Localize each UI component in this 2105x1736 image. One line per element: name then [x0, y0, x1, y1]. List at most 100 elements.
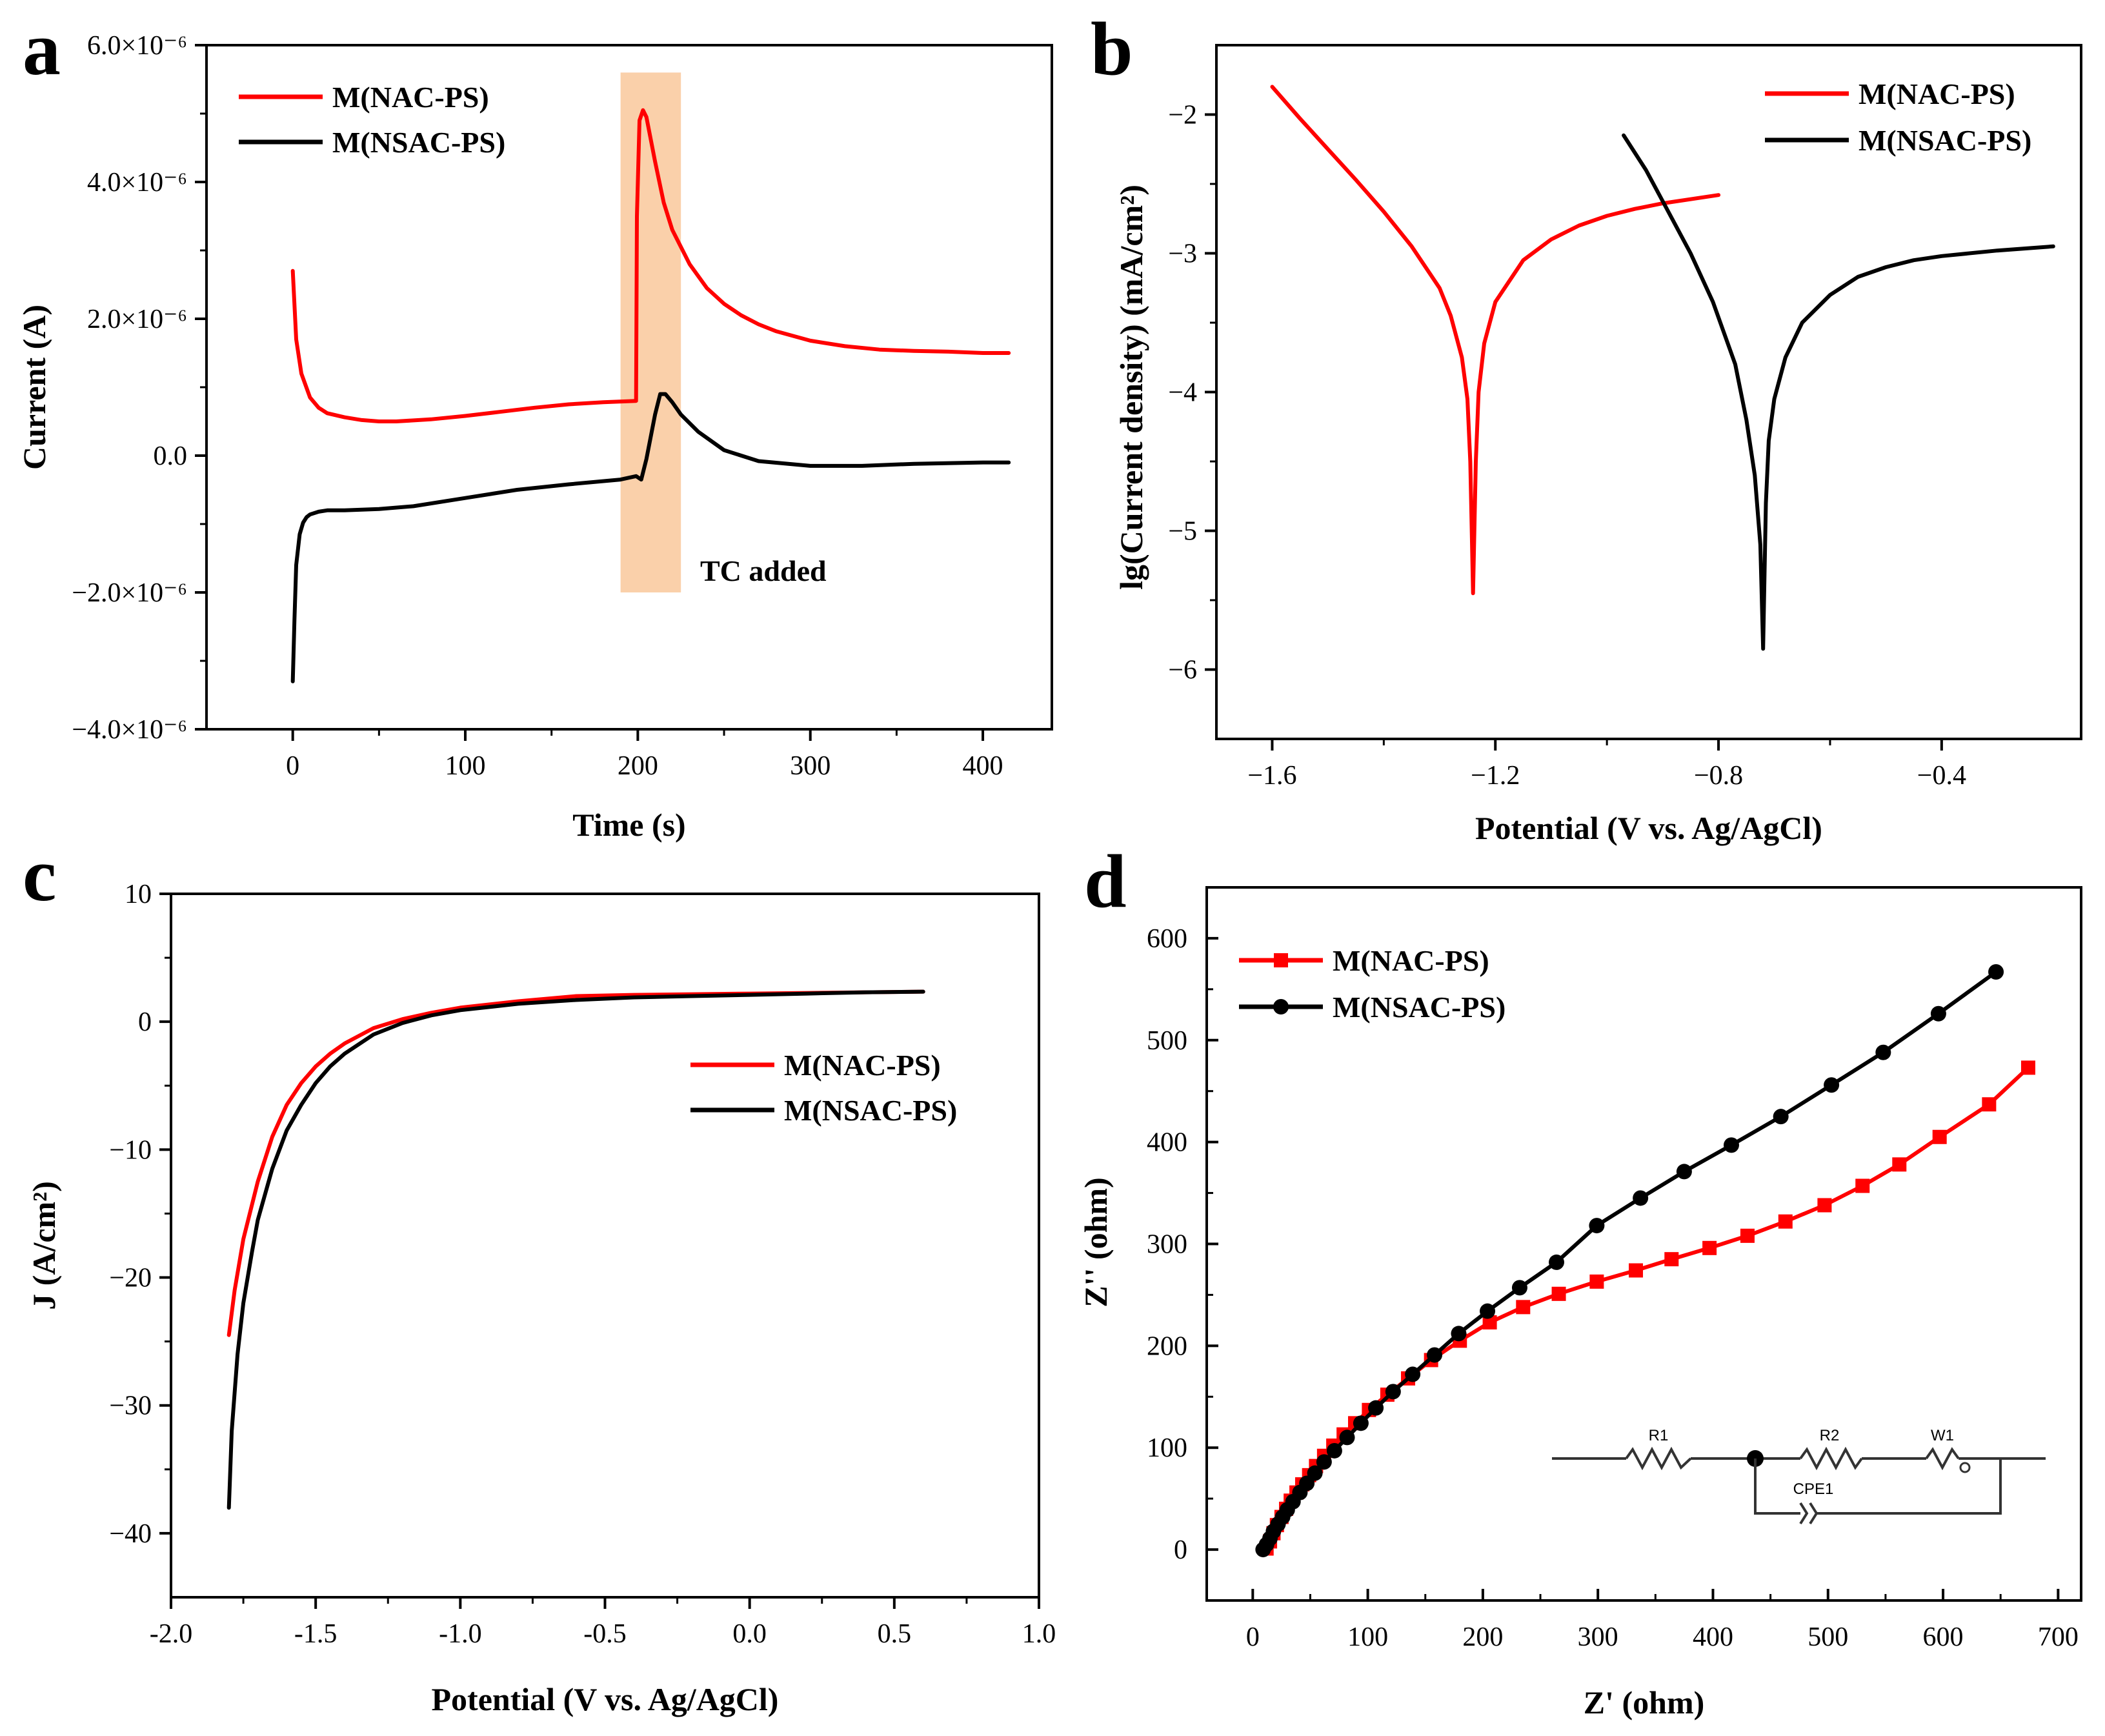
data-point-circle [1633, 1190, 1649, 1206]
y-tick-label: 0 [138, 1007, 152, 1037]
x-axis-label: Z' (ohm) [1584, 1684, 1705, 1721]
series-line-0 [1264, 1065, 2030, 1551]
y-tick-label: 600 [1147, 924, 1187, 954]
y-tick-label: −2.0×10⁻⁶ [72, 578, 187, 608]
y-axis-label: Current (A) [16, 305, 52, 470]
data-point-square [1516, 1300, 1531, 1315]
y-tick-label: −2 [1168, 101, 1197, 130]
series-line-1 [1622, 133, 2055, 651]
data-point-circle [1549, 1254, 1564, 1270]
data-point-square [2020, 1060, 2035, 1075]
x-tick-label: 0.0 [732, 1619, 767, 1649]
panel-label-b: b [1091, 6, 1133, 91]
y-axis-label: lg(Current density) (mA/cm²) [1113, 185, 1149, 590]
x-tick-label: 400 [1693, 1622, 1733, 1652]
x-tick-label: −0.8 [1694, 761, 1743, 791]
y-tick-label: −4.0×10⁻⁶ [72, 715, 187, 745]
circuit-wire [1754, 1458, 1800, 1515]
data-point-square [1551, 1286, 1566, 1301]
legend-label: M(NAC-PS) [332, 81, 489, 114]
y-axis-label: J (A/cm²) [26, 1181, 62, 1310]
y-tick-label: −20 [109, 1264, 152, 1293]
y-axis-label: Z'' (ohm) [1078, 1177, 1114, 1307]
x-tick-label: 600 [1923, 1622, 1964, 1652]
data-point-circle [1480, 1303, 1496, 1319]
x-axis-label: Potential (V vs. Ag/AgCl) [1475, 810, 1822, 846]
data-point-circle [1511, 1280, 1527, 1296]
x-tick-label: −1.6 [1247, 761, 1296, 791]
data-point-square [1589, 1274, 1604, 1289]
series-line-0 [1270, 85, 1721, 596]
highlight-band [620, 72, 681, 592]
x-tick-label: 400 [963, 751, 1003, 781]
data-point-circle [1427, 1347, 1443, 1363]
data-point-square [1702, 1240, 1717, 1255]
resistor-r2-icon [1799, 1446, 1863, 1471]
data-point-circle [1405, 1366, 1421, 1382]
circuit-label: CPE1 [1793, 1480, 1834, 1498]
x-tick-label: 0 [1246, 1622, 1260, 1652]
data-point-circle [1353, 1415, 1369, 1431]
x-tick-label: 1.0 [1022, 1619, 1056, 1649]
data-point-circle [1339, 1429, 1355, 1446]
data-point-circle [1385, 1384, 1401, 1400]
data-point-circle [1930, 1005, 1946, 1022]
data-point-square [1778, 1214, 1793, 1229]
data-point-square [1740, 1228, 1755, 1243]
x-tick-label: 200 [1462, 1622, 1503, 1652]
x-tick-label: -1.5 [294, 1619, 337, 1649]
data-point-circle [1451, 1326, 1467, 1342]
y-tick-label: 4.0×10⁻⁶ [87, 168, 187, 197]
y-tick-label: −3 [1168, 239, 1197, 269]
x-tick-label: 700 [2038, 1622, 2079, 1652]
panel-label-d: d [1084, 839, 1127, 924]
x-tick-label: −0.4 [1917, 761, 1966, 791]
x-tick-label: 100 [1347, 1622, 1388, 1652]
data-point-square [1855, 1178, 1870, 1193]
panel-a-chart: 0 100 200 300 400 −4.0×10⁻⁶ −2.0×10⁻⁶ 0.0 2.0×10… [16, 31, 1053, 843]
data-point-square [1932, 1129, 1947, 1144]
y-tick-label: 300 [1147, 1230, 1187, 1260]
x-tick-label: 500 [1808, 1622, 1848, 1652]
data-point-square [1982, 1097, 1997, 1112]
y-tick-label: 0.0 [154, 441, 188, 471]
data-point-circle [1676, 1164, 1692, 1180]
legend-marker-circle [1273, 999, 1289, 1014]
y-tick-label: −5 [1168, 517, 1197, 547]
panel-label-a: a [23, 6, 61, 91]
data-point-square [1629, 1263, 1644, 1278]
panel-label-c: c [23, 833, 56, 917]
warburg-w1-icon [1925, 1447, 1960, 1471]
resistor-r1-icon [1625, 1446, 1692, 1471]
x-tick-label: 300 [790, 751, 831, 781]
data-point-square [1892, 1157, 1907, 1172]
x-tick-label: -2.0 [150, 1619, 193, 1649]
panel-d-chart: 0 100 200 300 400 500 600 700 0 100 200 300 400 500 60… [1078, 886, 2082, 1721]
data-point-circle [1988, 964, 2004, 980]
series-line-0 [227, 989, 925, 1337]
cpe-element-icon [1799, 1502, 1809, 1525]
data-point-circle [1824, 1077, 1840, 1093]
data-point-circle [1773, 1109, 1789, 1125]
y-tick-label: 100 [1147, 1433, 1187, 1463]
series-line-0 [290, 108, 1011, 423]
legend-label: M(NAC-PS) [1333, 944, 1489, 977]
data-point-circle [1368, 1400, 1384, 1416]
circuit-label: W1 [1931, 1427, 1954, 1444]
y-tick-label: 6.0×10⁻⁶ [87, 31, 187, 61]
data-point-circle [1326, 1442, 1342, 1458]
circuit-label: R1 [1649, 1427, 1669, 1444]
legend-label: M(NSAC-PS) [1333, 991, 1506, 1024]
y-tick-label: −4 [1168, 378, 1197, 408]
x-axis-label: Time (s) [572, 807, 685, 843]
data-point-square [1482, 1315, 1497, 1330]
x-tick-label: -1.0 [439, 1619, 482, 1649]
data-point-circle [1875, 1044, 1891, 1060]
x-tick-label: 0 [286, 751, 299, 781]
y-tick-label: 200 [1147, 1331, 1187, 1361]
y-tick-label: 10 [125, 880, 152, 909]
legend-label: M(NAC-PS) [1858, 77, 2015, 110]
x-tick-label: 0.5 [878, 1619, 912, 1649]
legend-label: M(NSAC-PS) [784, 1094, 957, 1127]
